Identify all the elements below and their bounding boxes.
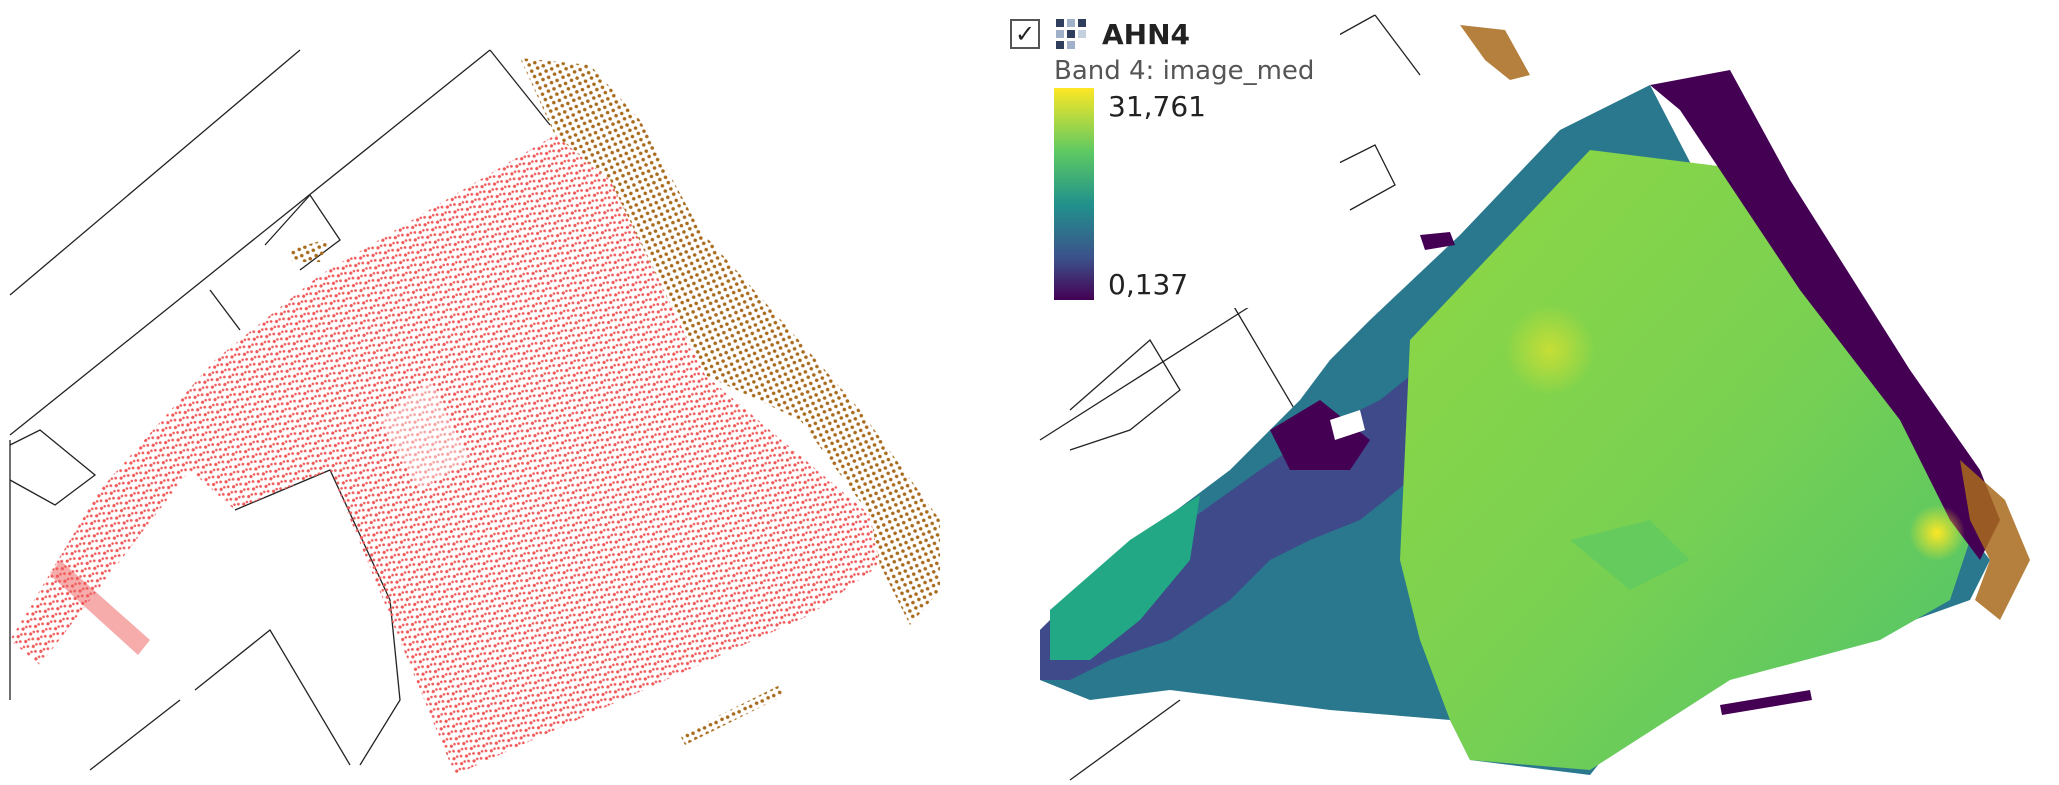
checkbox-icon[interactable]: ✓: [1010, 19, 1040, 49]
legend-layer-row[interactable]: ✓ AHN4: [1010, 14, 1190, 54]
point-cloud-map[interactable]: [0, 0, 1030, 785]
layer-legend: ✓ AHN4 Band 4: image_med 31,761 0,137: [1010, 8, 1340, 308]
band-label: Band 4: image_med: [1054, 56, 1314, 86]
building-points: [10, 135, 880, 775]
point-cloud-map-panel[interactable]: [0, 0, 1030, 785]
ramp-min-label: 0,137: [1108, 268, 1188, 301]
ramp-max-label: 31,761: [1108, 90, 1206, 123]
color-ramp: [1054, 88, 1094, 300]
layer-name[interactable]: AHN4: [1102, 18, 1190, 51]
raster-layer-icon: [1054, 17, 1088, 51]
